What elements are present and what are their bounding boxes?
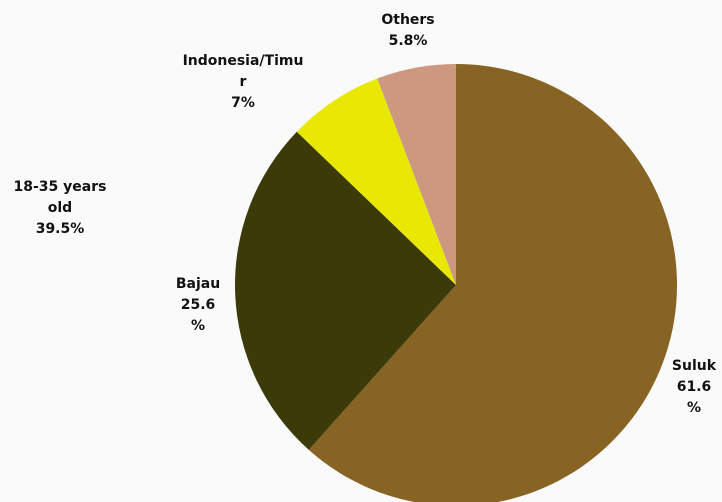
pie-slice-indonesia-timur <box>296 78 456 285</box>
slice-label-bajau: Bajau 25.6 % <box>175 276 221 334</box>
side-annotation-age-group: 18-35 years old 39.5% <box>13 179 107 237</box>
pie-slices <box>234 64 677 502</box>
slice-label-others: Others 5.8% <box>381 12 435 49</box>
pie-slice-others <box>377 64 456 285</box>
slice-label-indonesia-timur: Indonesia/Timu r 7% <box>182 53 304 111</box>
pie-slice-bajau <box>234 131 456 450</box>
slice-label-suluk: Suluk 61.6 % <box>671 358 717 416</box>
pie-slice-suluk <box>308 64 677 502</box>
